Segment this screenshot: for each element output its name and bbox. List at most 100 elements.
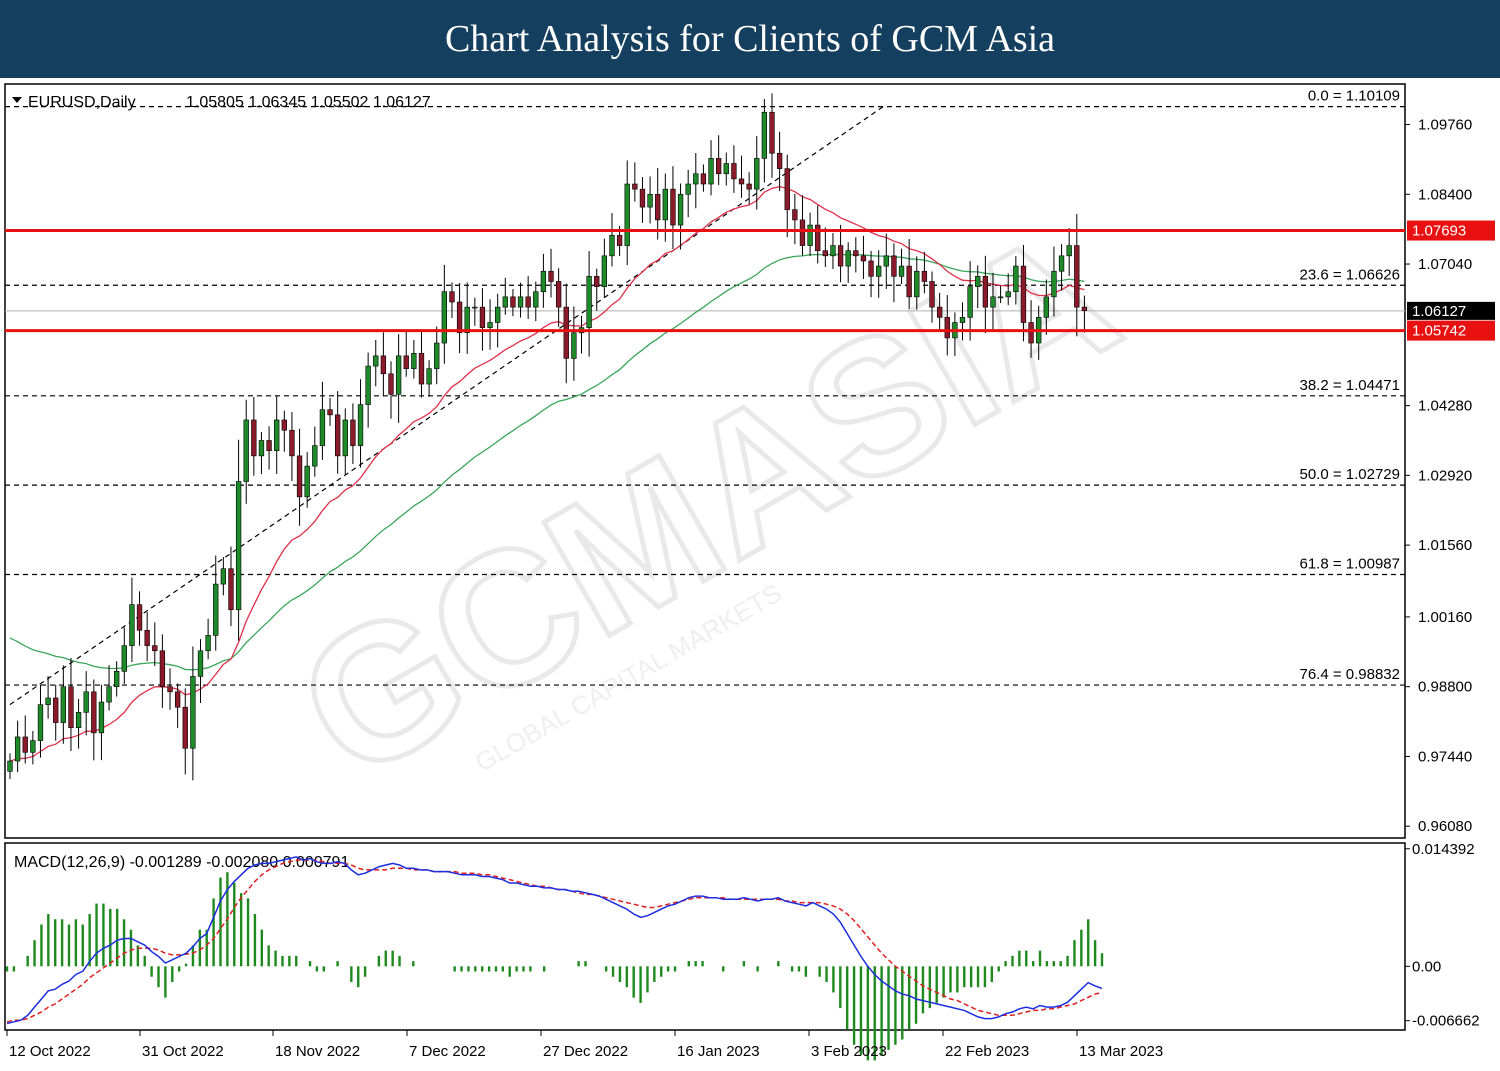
candle: [296, 428, 303, 526]
candle: [555, 268, 562, 327]
candle: [601, 238, 608, 298]
candle: [525, 276, 531, 319]
candle: [342, 408, 348, 475]
candle: [914, 256, 920, 310]
candle: [365, 352, 371, 428]
candle: [670, 166, 676, 250]
candle: [14, 720, 21, 773]
candle: [594, 268, 600, 311]
price-axis: 1.09760 1.08400 1.07040 1.04280 1.02920 1.015…: [1405, 117, 1472, 835]
fib-label: 38.2 = 1.04471: [1299, 377, 1400, 394]
candle: [655, 167, 661, 240]
candle: [860, 235, 867, 279]
candle: [502, 277, 508, 315]
candle: [632, 162, 638, 202]
candle: [921, 252, 928, 294]
candle: [563, 283, 569, 384]
candle: [738, 155, 745, 198]
candle: [479, 288, 486, 351]
fib-label: 76.4 = 0.98832: [1299, 666, 1400, 683]
date-tick-label: 27 Dec 2022: [543, 1043, 628, 1060]
price-tick-label: 0.96080: [1418, 818, 1472, 835]
candle: [1028, 300, 1034, 358]
candle: [571, 306, 577, 381]
candle: [754, 136, 760, 210]
candle: [1005, 273, 1011, 306]
symbol-label: EURUSD,Daily: [28, 94, 136, 111]
candle: [776, 131, 783, 191]
candle: [784, 154, 790, 238]
candle: [639, 177, 646, 223]
candle: [609, 213, 615, 267]
candle: [327, 397, 333, 426]
candle: [53, 684, 59, 741]
candle: [441, 264, 448, 364]
support-price-tag: 1.05742: [1407, 320, 1495, 341]
candle: [715, 135, 722, 185]
macd-line: [6, 856, 1103, 1025]
candle: [388, 361, 394, 419]
candle: [7, 753, 13, 780]
price-tick-label: 0.98800: [1418, 679, 1472, 696]
candle: [883, 233, 889, 289]
candle: [22, 715, 28, 764]
candle: [380, 332, 387, 397]
candle: [83, 671, 89, 736]
candle: [228, 546, 234, 627]
trend-line: [9, 104, 887, 706]
candle: [624, 160, 630, 266]
candle: [975, 265, 981, 309]
candle: [982, 255, 989, 334]
candle: [426, 360, 432, 397]
macd-plot: 0.014392 0.00 -0.006662: [5, 841, 1480, 1061]
macd-tick-label: 0.00: [1412, 958, 1441, 975]
candle: [1074, 213, 1080, 337]
candle: [1051, 246, 1057, 317]
candle: [1058, 244, 1065, 291]
candle: [373, 339, 379, 387]
candle: [807, 212, 813, 257]
candle: [319, 381, 326, 460]
candle: [411, 339, 417, 379]
banner: Chart Analysis for Clients of GCM Asia: [0, 0, 1500, 78]
slow-ema-line: [9, 253, 1085, 671]
candle: [990, 272, 996, 332]
candle: [350, 403, 356, 464]
candle: [472, 297, 478, 326]
macd-frame: [4, 842, 1406, 1031]
candle: [822, 227, 829, 267]
candle: [746, 172, 752, 205]
candle: [45, 676, 51, 719]
candle: [845, 242, 851, 283]
candle: [540, 253, 547, 308]
candle: [677, 183, 684, 250]
fib-label: 0.0 = 1.10109: [1308, 88, 1400, 105]
candle: [868, 250, 874, 298]
macd-tick-label: -0.006662: [1412, 1013, 1480, 1030]
resistance-price-tag: 1.07693: [1407, 220, 1495, 241]
candle: [114, 661, 120, 697]
price-tick-label: 1.02920: [1418, 467, 1472, 484]
candle: [761, 99, 768, 183]
price-tick-label: 1.04280: [1418, 398, 1472, 415]
candle: [395, 334, 402, 423]
candle: [159, 634, 166, 708]
candle: [129, 577, 135, 663]
price-tick-label: 1.01560: [1418, 537, 1472, 554]
candle: [91, 679, 97, 761]
candle: [586, 251, 592, 357]
candle: [449, 282, 455, 318]
candle: [251, 397, 257, 476]
candle: [495, 293, 501, 348]
fib-label: 61.8 = 1.00987: [1299, 556, 1400, 573]
candle: [197, 639, 204, 704]
candle: [700, 164, 707, 192]
candle: [967, 261, 973, 341]
price-tick-label: 1.07040: [1418, 256, 1472, 273]
candle: [243, 399, 249, 504]
candle: [997, 285, 1004, 304]
candle: [289, 412, 295, 482]
fibonacci-levels: 0.0 = 1.10109 23.6 = 1.06626 38.2 = 1.0447…: [5, 88, 1405, 686]
collapse-triangle-icon[interactable]: [12, 97, 22, 103]
